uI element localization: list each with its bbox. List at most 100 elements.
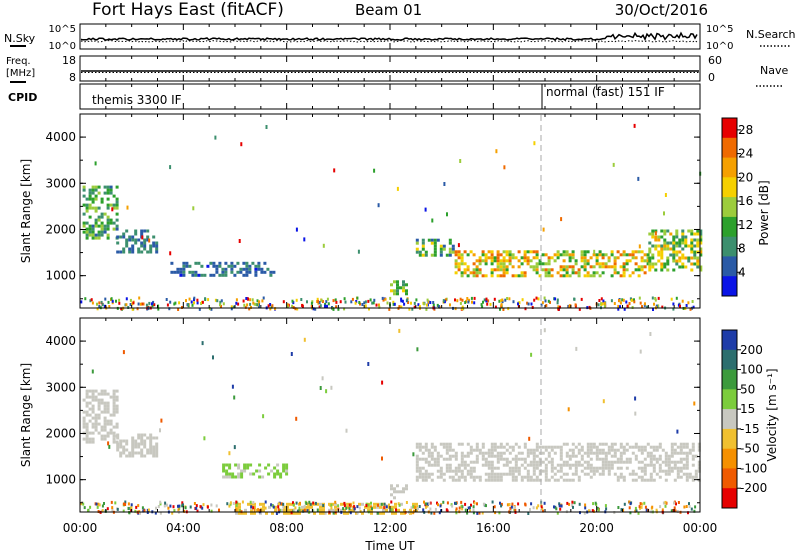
heatmap-cell: [565, 451, 569, 455]
heatmap-cell: [442, 299, 445, 303]
heatmap-cell: [131, 445, 135, 449]
heatmap-cell: [271, 511, 274, 515]
heatmap-cell: [601, 265, 605, 269]
heatmap-cell: [286, 303, 289, 307]
colorbar-segment: [722, 157, 737, 178]
heatmap-cell: [473, 501, 476, 505]
heatmap-cell: [490, 469, 494, 473]
heatmap-cell: [538, 469, 542, 473]
heatmap-cell: [466, 442, 470, 446]
heatmap-cell: [678, 256, 682, 260]
heatmap-cell: [607, 451, 611, 455]
heatmap-cell: [670, 451, 674, 455]
heatmap-cell: [402, 286, 405, 290]
heatmap-cell: [580, 259, 584, 263]
heatmap-cell: [178, 504, 181, 508]
heatmap-cell: [246, 466, 250, 470]
heatmap-cell: [595, 466, 599, 470]
heatmap-cell: [440, 509, 442, 513]
heatmap-cell: [643, 259, 647, 263]
heatmap-cell: [128, 238, 132, 242]
heatmap-cell: [583, 259, 587, 263]
heatmap-cell: [486, 302, 489, 306]
heatmap-cell: [466, 268, 470, 272]
heatmap-cell: [143, 244, 147, 248]
heatmap-cell: [455, 507, 458, 511]
heatmap-cell: [676, 451, 680, 455]
heatmap-cell: [696, 232, 700, 236]
colorbar-segment: [722, 488, 737, 509]
heatmap-cell: [505, 448, 509, 452]
heatmap-cell: [282, 502, 285, 506]
heatmap-cell: [245, 270, 249, 274]
heatmap-cell: [499, 307, 501, 311]
heatmap-cell: [283, 508, 286, 512]
heatmap-cell: [90, 298, 93, 302]
heatmap-cell: [160, 418, 163, 423]
heatmap-cell: [111, 207, 114, 212]
heatmap-cell: [684, 235, 688, 239]
heatmap-cell: [356, 296, 359, 300]
heatmap-cell: [670, 442, 674, 446]
heatmap-cell: [100, 401, 104, 405]
heatmap-cell: [445, 457, 449, 461]
heatmap-cell: [530, 352, 533, 357]
heatmap-cell: [361, 303, 364, 306]
heatmap-cell: [565, 472, 569, 476]
heatmap-cell: [122, 232, 126, 236]
heatmap-cell: [550, 448, 554, 452]
heatmap-cell: [242, 261, 246, 265]
heatmap-cell: [505, 472, 509, 476]
heatmap-cell: [197, 261, 201, 265]
heatmap-cell: [421, 244, 425, 248]
heatmap-cell: [262, 296, 265, 300]
heatmap-cell: [225, 472, 229, 476]
heatmap-cell: [177, 508, 180, 512]
heatmap-cell: [418, 505, 421, 508]
heatmap-cell: [430, 445, 434, 449]
heatmap-cell: [542, 227, 545, 232]
heatmap-cell: [238, 511, 241, 515]
heatmap-cell: [694, 472, 698, 476]
heatmap-cell: [233, 445, 236, 450]
heatmap-cell: [610, 442, 614, 446]
heatmap-cell: [607, 256, 611, 260]
heatmap-cell: [577, 274, 581, 278]
heatmap-cell: [283, 505, 286, 509]
heatmap-cell: [550, 475, 554, 479]
heatmap-cell: [316, 502, 319, 506]
heatmap-cell: [155, 448, 159, 452]
heatmap-cell: [349, 511, 352, 515]
heatmap-cell: [654, 238, 658, 242]
heatmap-cell: [91, 407, 95, 411]
heatmap-cell: [598, 262, 602, 266]
heatmap-cell: [308, 500, 311, 504]
heatmap-cell: [429, 501, 432, 505]
heatmap-cell: [111, 508, 114, 512]
heatmap-cell: [601, 448, 605, 452]
heatmap-cell: [490, 250, 494, 254]
heatmap-cell: [358, 506, 361, 510]
heatmap-cell: [118, 301, 121, 305]
heatmap-cell: [393, 302, 396, 306]
heatmap-cell: [613, 454, 617, 458]
heatmap-cell: [208, 307, 211, 311]
heatmap-cell: [91, 416, 95, 420]
heatmap-cell: [677, 501, 680, 504]
heatmap-cell: [239, 267, 243, 271]
heatmap-cell: [547, 299, 550, 303]
heatmap-cell: [249, 472, 253, 476]
heatmap-cell: [508, 250, 512, 254]
heatmap-cell: [496, 259, 500, 263]
heatmap-cell: [602, 399, 605, 404]
heatmap-cell: [457, 253, 461, 257]
heatmap-cell: [448, 475, 452, 479]
heatmap-cell: [657, 259, 661, 263]
heatmap-cell: [517, 250, 521, 254]
heatmap-cell: [373, 505, 376, 509]
heatmap-cell: [400, 305, 403, 309]
heatmap-cell: [697, 469, 701, 473]
heatmap-cell: [89, 505, 92, 509]
heatmap-cell: [145, 303, 148, 307]
heatmap-cell: [131, 238, 135, 242]
